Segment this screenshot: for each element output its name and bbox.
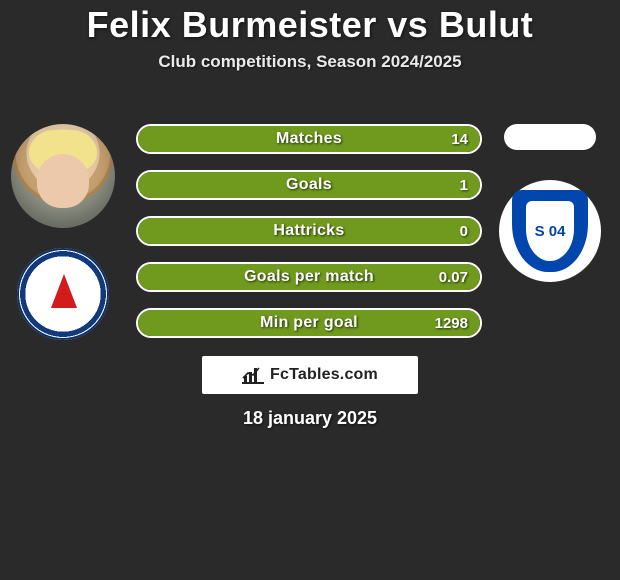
attribution-badge: FcTables.com <box>202 356 418 394</box>
stat-label: Matches <box>138 126 480 152</box>
player1-club-logo <box>17 248 109 340</box>
stat-label: Min per goal <box>138 310 480 336</box>
stat-label: Goals <box>138 172 480 198</box>
club2-badge-text: S 04 <box>526 201 574 261</box>
stat-value-right: 1298 <box>435 310 468 336</box>
stat-value-right: 0.07 <box>439 264 468 290</box>
shield-icon: S 04 <box>512 190 588 272</box>
player2-club-logo: S 04 <box>499 180 601 282</box>
stat-label: Goals per match <box>138 264 480 290</box>
stat-bar: Hattricks 0 <box>136 216 482 246</box>
stat-value-right: 1 <box>460 172 468 198</box>
player1-photo <box>11 124 115 228</box>
page-title: Felix Burmeister vs Bulut <box>0 0 620 46</box>
stat-value-right: 0 <box>460 218 468 244</box>
attribution-text: FcTables.com <box>270 366 378 384</box>
stat-bars: Matches 14 Goals 1 Hattricks 0 Goals per… <box>136 124 482 354</box>
stat-bar: Min per goal 1298 <box>136 308 482 338</box>
right-player-column: S 04 <box>498 124 602 282</box>
stat-label: Hattricks <box>138 218 480 244</box>
player2-photo-placeholder <box>504 124 596 150</box>
left-player-column <box>8 124 118 340</box>
stat-bar: Goals 1 <box>136 170 482 200</box>
stat-value-right: 14 <box>451 126 468 152</box>
stat-bar: Matches 14 <box>136 124 482 154</box>
footer-date: 18 january 2025 <box>0 408 620 429</box>
stat-bar: Goals per match 0.07 <box>136 262 482 292</box>
comparison-infographic: Felix Burmeister vs Bulut Club competiti… <box>0 0 620 580</box>
page-subtitle: Club competitions, Season 2024/2025 <box>0 52 620 72</box>
bar-chart-icon <box>242 366 264 384</box>
